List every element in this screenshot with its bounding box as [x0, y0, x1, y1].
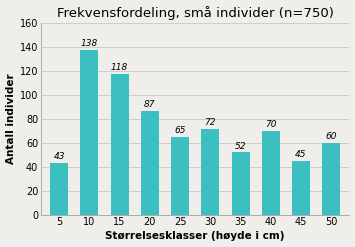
- Bar: [80, 50, 98, 214]
- Bar: [141, 111, 159, 214]
- Bar: [110, 74, 129, 214]
- Bar: [231, 152, 250, 214]
- Y-axis label: Antall individer: Antall individer: [6, 74, 16, 164]
- Text: 43: 43: [53, 152, 65, 161]
- Text: 138: 138: [81, 39, 98, 48]
- Text: 72: 72: [204, 118, 216, 127]
- Bar: [201, 128, 219, 214]
- Text: 70: 70: [265, 120, 277, 129]
- Bar: [262, 131, 280, 214]
- Text: 52: 52: [235, 142, 246, 151]
- Bar: [171, 137, 189, 214]
- Text: 118: 118: [111, 63, 128, 72]
- Bar: [50, 163, 68, 214]
- X-axis label: Størrelsesklasser (høyde i cm): Størrelsesklasser (høyde i cm): [105, 231, 285, 242]
- Text: 60: 60: [326, 132, 337, 141]
- Text: 45: 45: [295, 150, 307, 159]
- Bar: [292, 161, 310, 214]
- Title: Frekvensfordeling, små individer (n=750): Frekvensfordeling, små individer (n=750): [57, 5, 334, 20]
- Bar: [322, 143, 340, 214]
- Text: 87: 87: [144, 100, 155, 109]
- Text: 65: 65: [174, 126, 186, 135]
